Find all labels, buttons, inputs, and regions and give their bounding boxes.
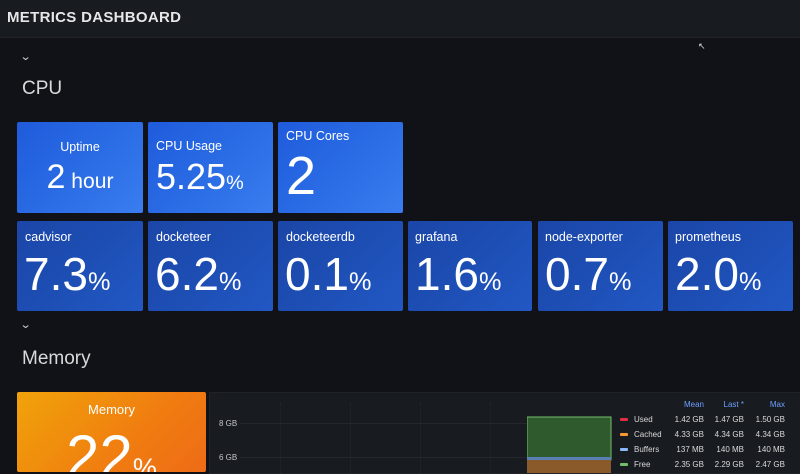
y-axis-tick: 6 GB — [219, 453, 238, 462]
container-cpu-value: 0.7% — [545, 248, 632, 300]
node-exporter-cpu-stat-panel[interactable]: node-exporter 0.7% — [538, 221, 663, 311]
cpu-cores-value: 2 — [286, 146, 317, 206]
legend-header-max[interactable]: Max — [769, 400, 785, 409]
legend-mean: 4.33 GB — [674, 430, 704, 439]
docketeerdb-cpu-stat-panel[interactable]: docketeerdb 0.1% — [278, 221, 403, 311]
container-cpu-value: 2.0% — [675, 248, 762, 300]
uptime-stat-panel[interactable]: Uptime 2 hour — [17, 122, 143, 213]
cpu-section-title[interactable]: CPU — [22, 78, 63, 99]
cpu-usage-value: 5.25% — [156, 156, 244, 197]
container-cpu-value: 1.6% — [415, 248, 502, 300]
legend-max: 1.50 GB — [755, 415, 785, 424]
cpu-row-chevron-down-icon[interactable]: ⌄ — [19, 51, 32, 63]
legend-mean: 2.35 GB — [674, 460, 704, 469]
mouse-cursor-icon: ↖ — [698, 41, 706, 51]
legend-name: Free — [634, 460, 651, 469]
cpu-cores-label: CPU Cores — [286, 129, 350, 143]
container-cpu-value: 6.2% — [155, 248, 242, 300]
legend-swatch — [620, 463, 628, 467]
legend-name: Buffers — [634, 445, 660, 454]
grid-line — [490, 403, 491, 473]
legend-name: Cached — [634, 430, 662, 439]
legend-max: 2.47 GB — [755, 460, 785, 469]
cpu-usage-stat-panel[interactable]: CPU Usage 5.25% — [148, 122, 273, 213]
memory-usage-value: 22% — [66, 423, 157, 472]
container-cpu-value: 7.3% — [24, 248, 111, 300]
y-axis-tick: 8 GB — [219, 419, 238, 428]
memory-stacked-area — [527, 416, 612, 473]
docketeer-cpu-stat-panel[interactable]: docketeer 6.2% — [148, 221, 273, 311]
free-area — [527, 416, 612, 461]
legend-swatch — [620, 433, 628, 437]
legend-header-last[interactable]: Last * — [723, 400, 744, 409]
cpu-cores-stat-panel[interactable]: CPU Cores 2 — [278, 122, 403, 213]
memory-usage-label: Memory — [88, 402, 135, 417]
container-cpu-value: 0.1% — [285, 248, 372, 300]
grid-line — [240, 457, 612, 458]
legend-mean: 137 MB — [676, 445, 704, 454]
legend-swatch — [620, 448, 628, 452]
grid-line — [280, 403, 281, 473]
legend-last: 1.47 GB — [714, 415, 744, 424]
grid-line — [420, 403, 421, 473]
memory-row-chevron-down-icon[interactable]: ⌄ — [19, 319, 32, 331]
container-label: docketeer — [156, 230, 211, 244]
legend-max: 4.34 GB — [755, 430, 785, 439]
legend-name: Used — [634, 415, 653, 424]
dashboard-title: METRICS DASHBOARD — [7, 9, 182, 26]
uptime-label: Uptime — [60, 140, 100, 154]
prometheus-cpu-stat-panel[interactable]: prometheus 2.0% — [668, 221, 793, 311]
cpu-usage-label: CPU Usage — [156, 139, 222, 153]
grid-line — [240, 423, 612, 424]
legend-item-used[interactable]: Used — [620, 415, 653, 424]
container-label: prometheus — [675, 230, 742, 244]
legend-swatch — [620, 418, 628, 422]
legend-item-buffers[interactable]: Buffers — [620, 445, 659, 454]
cached-area — [527, 460, 611, 473]
container-label: grafana — [415, 230, 458, 244]
container-label: node-exporter — [545, 230, 623, 244]
legend-mean: 1.42 GB — [674, 415, 704, 424]
legend-max: 140 MB — [757, 445, 785, 454]
legend-last: 140 MB — [716, 445, 744, 454]
container-label: cadvisor — [25, 230, 72, 244]
uptime-value: 2 hour — [46, 158, 114, 196]
buffers-area — [527, 457, 611, 461]
memory-section-title[interactable]: Memory — [22, 348, 91, 369]
memory-usage-stat-panel[interactable]: Memory 22% — [17, 392, 206, 472]
memory-graph-panel[interactable]: 8 GB 6 GB Mean Last * Max Used 1.42 GB 1… — [209, 392, 800, 474]
container-label: docketeerdb — [286, 230, 355, 244]
cadvisor-cpu-stat-panel[interactable]: cadvisor 7.3% — [17, 221, 143, 311]
legend-header-mean[interactable]: Mean — [683, 400, 704, 409]
legend-last: 4.34 GB — [714, 430, 744, 439]
legend-item-cached[interactable]: Cached — [620, 430, 662, 439]
grid-line — [350, 403, 351, 473]
grafana-cpu-stat-panel[interactable]: grafana 1.6% — [408, 221, 532, 311]
top-bar: METRICS DASHBOARD — [0, 0, 800, 38]
legend-item-free[interactable]: Free — [620, 460, 650, 469]
legend-last: 2.29 GB — [714, 460, 744, 469]
